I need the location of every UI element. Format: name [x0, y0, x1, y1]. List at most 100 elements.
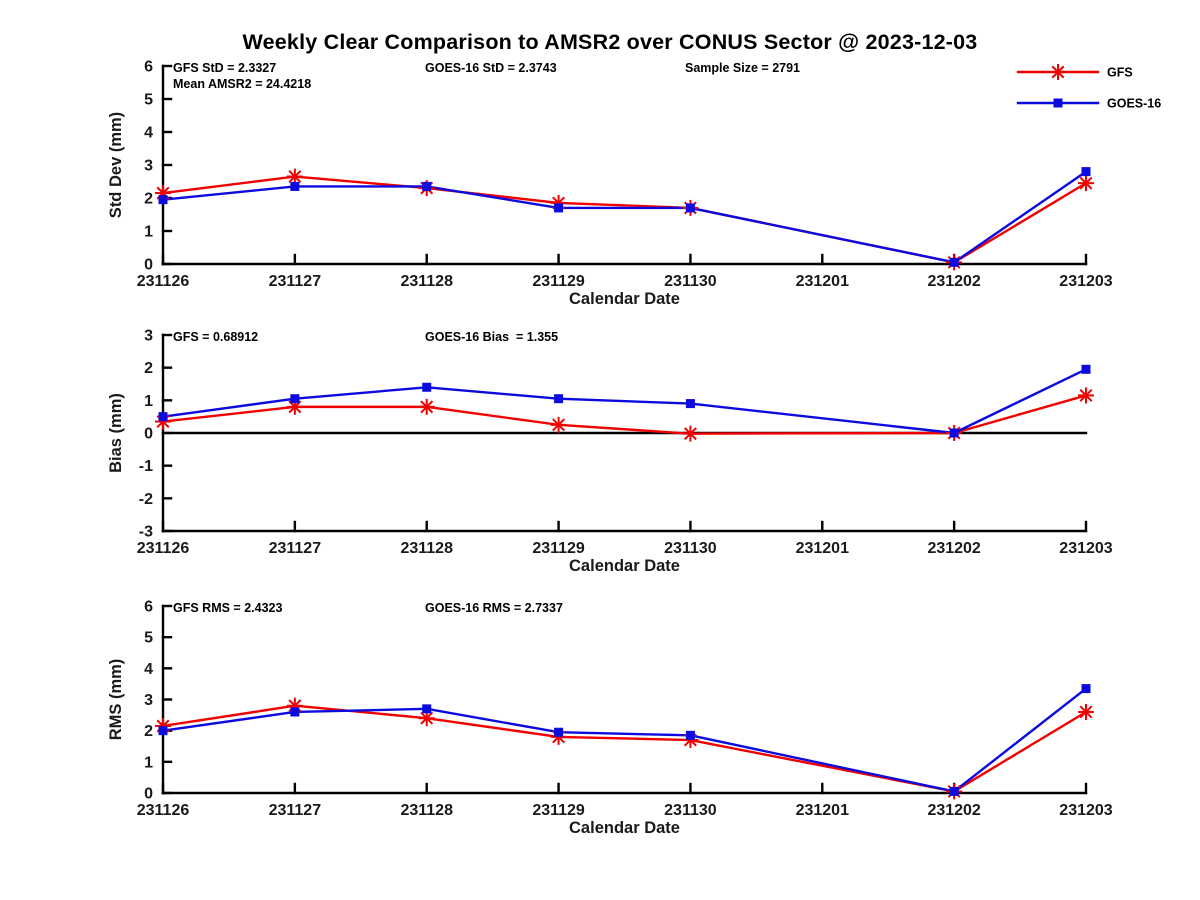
y-axis-label: Bias (mm) [107, 393, 125, 473]
x-tick-label: 231127 [269, 540, 322, 557]
y-tick-label: 1 [144, 393, 153, 410]
y-tick-label: 3 [144, 692, 153, 709]
x-tick-label: 231128 [400, 802, 453, 819]
x-tick-label: 231203 [1059, 273, 1112, 290]
annotation: Mean AMSR2 = 24.4218 [173, 77, 311, 91]
x-tick-label: 231126 [137, 540, 190, 557]
y-tick-label: 0 [144, 426, 153, 443]
x-tick-label: 231202 [927, 273, 980, 290]
y-tick-label: 2 [144, 723, 153, 740]
marker-asterisk [418, 398, 435, 415]
marker-square [158, 195, 168, 205]
subplot-bias: -3 -2 -1 0 1 2 3 231126 231127 231128 231129 231130… [107, 328, 1113, 576]
y-tick-label: -1 [139, 458, 153, 475]
marker-square [1053, 98, 1063, 108]
x-tick-label: 231203 [1059, 540, 1112, 557]
marker-square [290, 707, 300, 717]
marker-square [422, 181, 432, 191]
marker-square [949, 257, 959, 267]
marker-square [1081, 364, 1091, 374]
x-tick-label: 231202 [927, 802, 980, 819]
y-tick-label: 0 [144, 257, 153, 274]
x-tick-label: 231126 [137, 802, 190, 819]
y-tick-label: 6 [144, 599, 153, 616]
marker-asterisk [418, 710, 435, 727]
x-tick-label: 231126 [137, 273, 190, 290]
x-tick-label: 231201 [796, 540, 849, 557]
y-tick-label: 2 [144, 191, 153, 208]
markers-goes-16 [158, 364, 1091, 438]
y-tick-label: 1 [144, 754, 153, 771]
y-tick-label: 1 [144, 224, 153, 241]
x-tick-label: 231129 [532, 273, 585, 290]
y-axis-label: RMS (mm) [107, 659, 125, 741]
markers-goes-16 [158, 167, 1091, 267]
marker-asterisk [550, 416, 567, 433]
x-tick-label: 231128 [400, 273, 453, 290]
x-tick-label: 231127 [269, 802, 322, 819]
legend-label: GFS [1107, 66, 1133, 80]
annotation: GOES-16 StD = 2.3743 [425, 61, 557, 75]
y-tick-label: 5 [144, 630, 153, 647]
marker-square [422, 382, 432, 392]
y-tick-label: 0 [144, 786, 153, 803]
x-axis-label: Calendar Date [569, 819, 680, 837]
marker-square [949, 786, 959, 796]
subplot-rms: 0 1 2 3 4 5 6 231126 231127 231128 231129 231130 231… [107, 599, 1113, 838]
annotation: GOES-16 Bias = 1.355 [425, 330, 558, 344]
x-tick-label: 231201 [796, 802, 849, 819]
marker-square [290, 181, 300, 191]
annotation: GFS RMS = 2.4323 [173, 601, 282, 615]
y-tick-label: 3 [144, 158, 153, 175]
axes-bias: -3 -2 -1 0 1 2 3 231126 231127 231128 231129 231130… [137, 328, 1113, 558]
subplot-stddev: 0 1 2 3 4 5 6 231126 231127 231128 231129 231130 231… [107, 59, 1113, 309]
x-axis-label: Calendar Date [569, 290, 680, 308]
y-tick-label: -2 [139, 491, 153, 508]
marker-square [554, 394, 564, 404]
marker-asterisk [1078, 703, 1094, 720]
series-gfs [162, 704, 1087, 793]
x-axis-label: Calendar Date [569, 557, 680, 575]
x-tick-label: 231129 [532, 802, 585, 819]
y-tick-label: 2 [144, 360, 153, 377]
marker-asterisk [1078, 387, 1094, 404]
y-axis-label: Std Dev (mm) [107, 112, 125, 218]
annotation: Sample Size = 2791 [685, 61, 800, 75]
legend-label: GOES-16 [1107, 97, 1161, 111]
marker-asterisk [1050, 64, 1066, 80]
marker-square [554, 203, 564, 213]
series-gfs [162, 175, 1087, 264]
x-tick-label: 231130 [664, 802, 717, 819]
y-tick-label: 5 [144, 92, 153, 109]
annotation: GFS = 0.68912 [173, 330, 258, 344]
x-tick-label: 231203 [1059, 802, 1112, 819]
marker-square [422, 704, 432, 714]
marker-square [685, 203, 695, 213]
marker-square [554, 727, 564, 737]
legend-item-gfs: GFS [1016, 64, 1133, 80]
x-tick-label: 231128 [400, 540, 453, 557]
x-tick-label: 231130 [664, 540, 717, 557]
marker-square [949, 428, 959, 438]
series-goes-16 [162, 687, 1087, 793]
annotation: GOES-16 RMS = 2.7337 [425, 601, 563, 615]
marker-asterisk [286, 168, 303, 185]
marker-square [158, 726, 168, 736]
series-goes-16 [162, 170, 1087, 264]
marker-square [1081, 684, 1091, 694]
y-tick-label: -3 [139, 524, 153, 541]
y-tick-label: 6 [144, 59, 153, 76]
series-goes-16 [162, 368, 1087, 435]
marker-asterisk [286, 398, 303, 415]
markers-goes-16 [158, 684, 1091, 796]
marker-square [158, 412, 168, 422]
marker-square [685, 730, 695, 740]
x-tick-label: 231201 [796, 273, 849, 290]
x-tick-label: 231202 [927, 540, 980, 557]
markers-gfs [155, 697, 1094, 800]
legend-item-goes-16: GOES-16 [1016, 97, 1161, 111]
x-tick-label: 231129 [532, 540, 585, 557]
y-tick-label: 3 [144, 328, 153, 345]
